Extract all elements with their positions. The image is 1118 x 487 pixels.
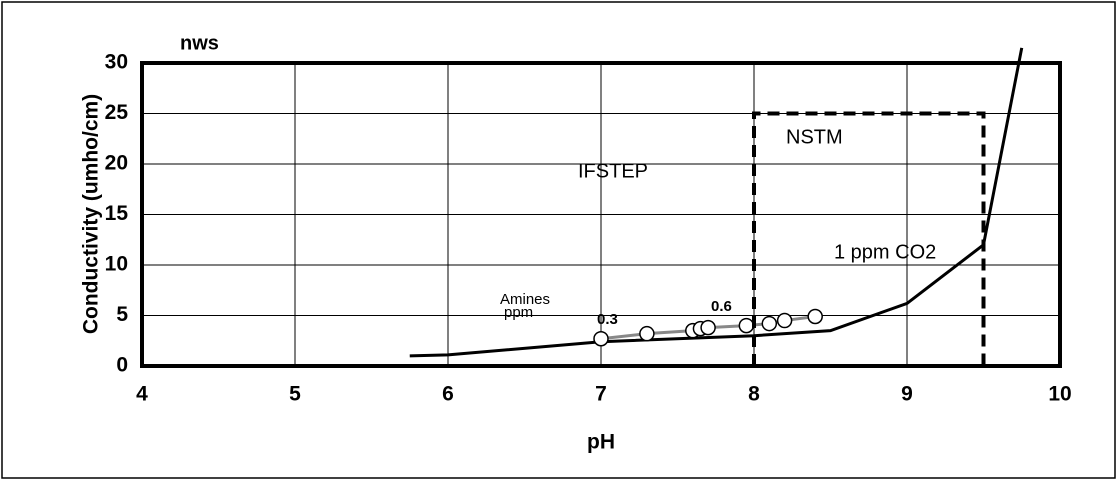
x-tick-label: 6: [442, 383, 454, 406]
marker: [700, 319, 716, 336]
marker: [776, 312, 793, 329]
series-line: [752, 111, 986, 366]
plot-border: [140, 61, 1062, 368]
x-tick-label: 4: [136, 383, 148, 406]
series-line: [409, 47, 1024, 358]
annotation: 0.3: [597, 311, 618, 328]
y-tick-label: 30: [105, 51, 128, 74]
marker: [807, 308, 823, 325]
annotation: IFSTEP: [578, 160, 648, 182]
x-tick-label: 10: [1048, 383, 1071, 406]
series-label: NSTM: [786, 126, 843, 148]
x-axis-label: pH: [587, 431, 615, 454]
frame: [1, 1, 1116, 479]
y-tick-label: 0: [116, 354, 128, 377]
x-tick-label: 7: [595, 383, 607, 406]
y-tick-label: 5: [116, 303, 128, 326]
marker: [761, 315, 778, 332]
chart-title: nws: [180, 32, 219, 54]
series-label: Amines ppm: [500, 291, 550, 321]
y-tick-label: 25: [105, 101, 129, 124]
marker: [639, 325, 655, 342]
annotation: 0.6: [711, 298, 732, 315]
y-tick-label: 10: [105, 253, 128, 276]
marker: [593, 330, 609, 347]
series-label: 1 ppm CO2: [834, 241, 936, 263]
x-tick-label: 8: [748, 383, 760, 406]
y-tick-label: 15: [105, 202, 129, 225]
marker: [738, 317, 755, 334]
y-tick-label: 20: [105, 152, 128, 175]
x-tick-label: 5: [289, 383, 301, 406]
y-axis-label: Conductivity (umho/cm): [80, 94, 103, 334]
x-tick-label: 9: [901, 383, 913, 406]
